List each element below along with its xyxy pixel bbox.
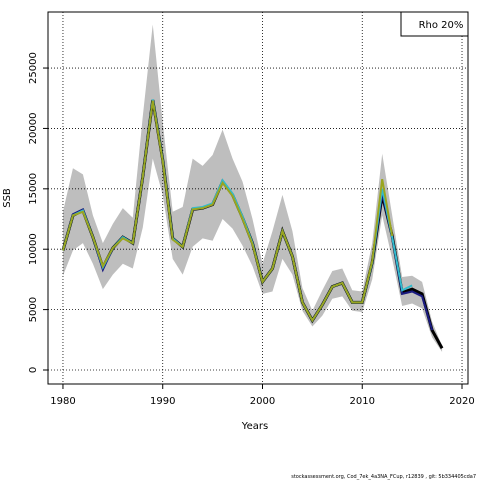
x-tick-label: 2000 — [250, 396, 275, 407]
y-tick-label: 5000 — [28, 297, 39, 322]
x-tick-label: 2020 — [449, 396, 474, 407]
series-line — [62, 100, 394, 323]
y-axis-label: SSB — [2, 188, 13, 208]
legend-text: Rho 20% — [419, 20, 464, 31]
y-tick-label: 15000 — [28, 173, 39, 205]
x-tick-label: 2010 — [350, 396, 375, 407]
y-tick-label: 25000 — [28, 52, 39, 84]
y-tick-label: 10000 — [28, 233, 39, 265]
y-tick-label: 0 — [28, 367, 39, 373]
legend-box — [400, 11, 469, 37]
x-tick-label: 1990 — [150, 396, 175, 407]
plot-frame — [47, 11, 469, 385]
x-axis-label: Years — [241, 421, 268, 432]
y-tick-label: 20000 — [28, 113, 39, 145]
x-tick-label: 1980 — [50, 396, 75, 407]
footer: stockassessment.org, Cod_7ek_4a3NA_FCup,… — [291, 474, 476, 480]
confidence-band — [62, 24, 443, 352]
